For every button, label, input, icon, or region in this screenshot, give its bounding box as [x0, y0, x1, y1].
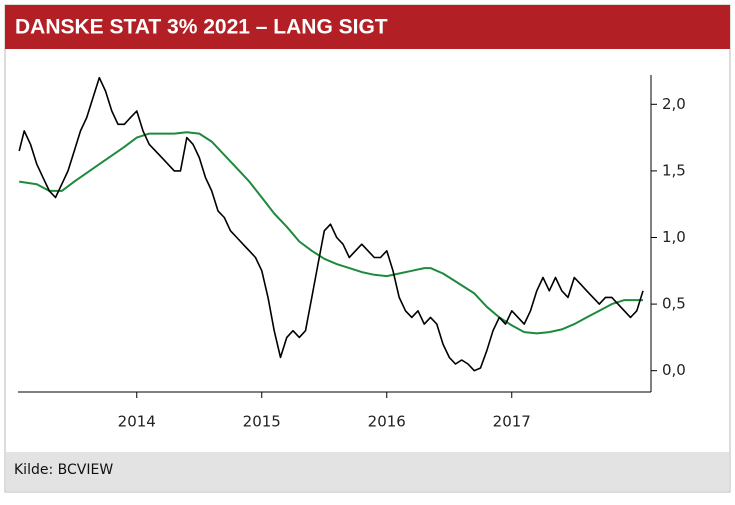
- plot: 0,0 0,5 1,0 1,5 2,0 2014 2015 2016 2017: [18, 75, 686, 431]
- y-tick-label: 0,0: [662, 361, 686, 379]
- header: [5, 5, 730, 49]
- frame: [4, 4, 731, 493]
- x-tick-label: 2016: [368, 413, 406, 431]
- y-tick-label: 2,0: [662, 95, 686, 113]
- x-tick-label: 2014: [118, 413, 156, 431]
- source: Kilde: BCVIEW: [14, 462, 113, 478]
- footer: [6, 452, 729, 491]
- y-tick-label: 0,5: [662, 295, 686, 313]
- y-tick-label: 1,0: [662, 228, 686, 246]
- x-tick-label: 2017: [493, 413, 531, 431]
- x-tick-label: 2015: [243, 413, 281, 431]
- series-line: [18, 76, 644, 372]
- chart-title: DANSKE STAT 3% 2021 – LANG SIGT: [15, 16, 388, 39]
- y-tick-label: 1,5: [662, 161, 686, 179]
